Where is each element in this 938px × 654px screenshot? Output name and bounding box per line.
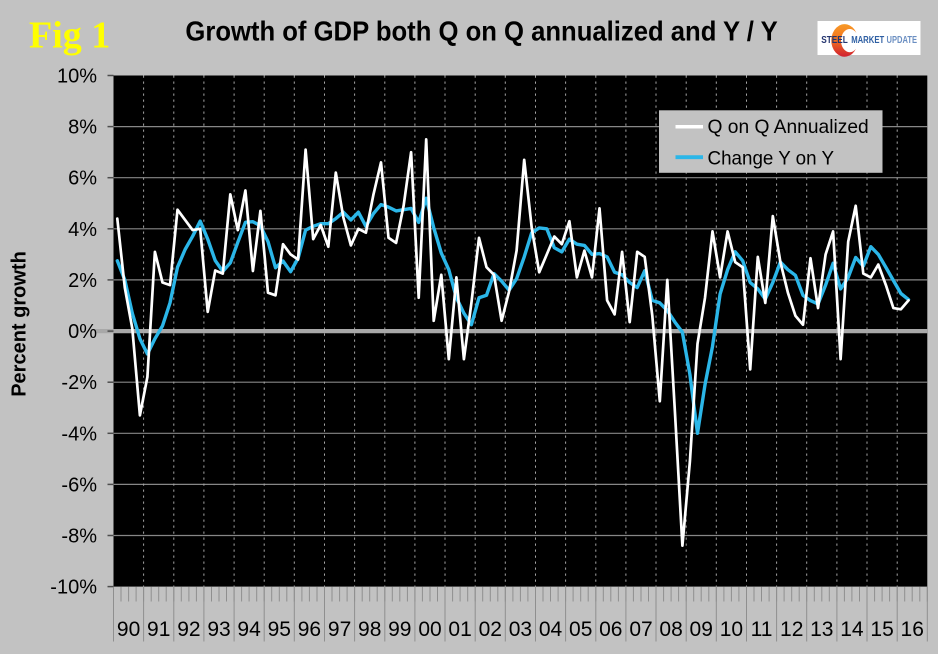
svg-text:10%: 10%: [57, 66, 97, 88]
svg-text:-4%: -4%: [61, 423, 97, 445]
svg-text:94: 94: [237, 618, 261, 641]
svg-text:15: 15: [870, 618, 893, 641]
svg-text:8%: 8%: [68, 117, 97, 139]
svg-text:96: 96: [298, 618, 321, 641]
svg-text:08: 08: [659, 618, 682, 641]
svg-text:11: 11: [751, 618, 773, 641]
svg-text:01: 01: [448, 618, 471, 641]
svg-text:91: 91: [147, 618, 170, 641]
svg-text:MARKET: MARKET: [851, 34, 884, 46]
svg-text:-6%: -6%: [61, 474, 97, 496]
svg-text:09: 09: [690, 618, 713, 641]
svg-text:-10%: -10%: [50, 577, 97, 599]
svg-text:12: 12: [780, 618, 803, 641]
svg-text:07: 07: [629, 618, 652, 641]
svg-text:99: 99: [388, 618, 411, 641]
svg-text:0%: 0%: [68, 321, 97, 343]
svg-text:16: 16: [901, 618, 924, 641]
svg-text:92: 92: [177, 618, 200, 641]
svg-text:-2%: -2%: [61, 372, 97, 394]
svg-text:10: 10: [720, 618, 743, 641]
svg-text:04: 04: [539, 618, 563, 641]
svg-text:98: 98: [358, 618, 381, 641]
svg-text:4%: 4%: [68, 219, 97, 241]
svg-text:-8%: -8%: [61, 526, 97, 548]
svg-text:UPDATE: UPDATE: [887, 34, 918, 46]
svg-text:2%: 2%: [68, 270, 97, 292]
svg-text:90: 90: [117, 618, 140, 641]
svg-text:93: 93: [207, 618, 230, 641]
svg-text:Growth of GDP both Q on Q annu: Growth of GDP both Q on Q annualized and…: [185, 16, 778, 47]
svg-text:05: 05: [569, 618, 592, 641]
svg-text:Change Y on Y: Change Y on Y: [708, 147, 835, 169]
svg-text:STEEL: STEEL: [821, 34, 848, 46]
svg-text:00: 00: [418, 618, 441, 641]
svg-text:13: 13: [810, 618, 833, 641]
svg-text:02: 02: [479, 618, 502, 641]
svg-text:03: 03: [509, 618, 532, 641]
svg-text:95: 95: [268, 618, 291, 641]
svg-text:Percent growth: Percent growth: [9, 251, 31, 397]
svg-text:06: 06: [599, 618, 622, 641]
svg-text:Fig 1: Fig 1: [29, 15, 110, 57]
svg-text:6%: 6%: [68, 168, 97, 190]
svg-text:Q on Q Annualized: Q on Q Annualized: [708, 116, 869, 138]
svg-text:14: 14: [840, 618, 864, 641]
svg-text:97: 97: [328, 618, 351, 641]
